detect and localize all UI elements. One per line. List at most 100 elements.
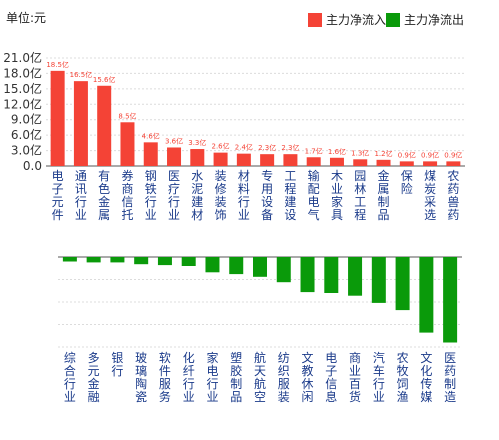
inflow-category-label-13-char-0: 园 bbox=[354, 169, 366, 183]
inflow-category-label-6-char-0: 水 bbox=[191, 169, 203, 183]
outflow-category-label-15-char-2: 传 bbox=[420, 376, 432, 391]
inflow-category-label-15-char-1: 险 bbox=[401, 181, 413, 196]
inflow-bar-15 bbox=[399, 161, 414, 166]
inflow-category-label-0-char-2: 元 bbox=[52, 195, 64, 209]
inflow-data-label-2: 15.6亿 bbox=[93, 75, 116, 84]
outflow-category-label-14-char-1: 牧 bbox=[397, 364, 409, 378]
inflow-category-label-17-char-2: 兽 bbox=[447, 195, 459, 209]
inflow-category-label-17-char-1: 药 bbox=[447, 182, 459, 196]
outflow-category-label-0-char-1: 合 bbox=[64, 363, 76, 378]
inflow-data-label-10: 2.3亿 bbox=[281, 143, 299, 152]
outflow-category-label-6-char-1: 电 bbox=[206, 364, 218, 378]
outflow-category-label-14-char-2: 饲 bbox=[397, 377, 409, 391]
inflow-category-label-0-char-3: 件 bbox=[52, 208, 64, 222]
outflow-bar-10 bbox=[300, 257, 315, 293]
outflow-category-label-9-char-3: 装 bbox=[278, 390, 290, 404]
inflow-data-label-11: 1.7亿 bbox=[305, 146, 323, 155]
inflow-category-label-3-char-1: 商 bbox=[121, 181, 133, 196]
inflow-data-label-17: 0.9亿 bbox=[444, 150, 462, 159]
inflow-category-label-7-char-3: 饰 bbox=[215, 208, 227, 222]
outflow-bar-13 bbox=[371, 257, 386, 303]
legend-item-inflow[interactable]: 主力净流入 bbox=[308, 11, 386, 28]
outflow-bar-9 bbox=[276, 257, 291, 283]
outflow-category-label-10-char-3: 闲 bbox=[302, 390, 314, 404]
inflow-category-label-2-char-2: 金 bbox=[98, 194, 110, 209]
inflow-category-label-8-char-0: 材 bbox=[238, 169, 250, 183]
inflow-data-label-1: 16.5亿 bbox=[70, 70, 93, 79]
legend-item-outflow[interactable]: 主力净流出 bbox=[386, 11, 464, 28]
outflow-category-label-0-char-3: 业 bbox=[64, 390, 76, 404]
inflow-category-label-9-char-0: 专 bbox=[261, 168, 273, 183]
inflow-category-label-17-char-3: 药 bbox=[447, 208, 459, 222]
inflow-category-label-9-char-2: 设 bbox=[261, 195, 273, 209]
inflow-category-label-10-char-1: 程 bbox=[284, 181, 296, 196]
outflow-category-label-7-char-0: 塑 bbox=[230, 350, 242, 365]
inflow-category-label-13-char-3: 程 bbox=[354, 207, 366, 222]
inflow-category-label-15-char-0: 保 bbox=[401, 169, 413, 183]
outflow-category-label-1-char-1: 元 bbox=[88, 364, 100, 378]
inflow-category-label-16-char-3: 选 bbox=[424, 208, 436, 222]
inflow-data-label-4: 4.6亿 bbox=[142, 131, 160, 140]
outflow-category-label-13-char-3: 业 bbox=[373, 390, 385, 404]
inflow-category-label-12-char-1: 业 bbox=[331, 182, 343, 196]
outflow-bar-2 bbox=[110, 257, 125, 263]
inflow-category-label-4-char-0: 钢 bbox=[145, 169, 157, 183]
y-tick-label-0: 0.0 bbox=[23, 159, 42, 173]
inflow-category-label-14-char-2: 制 bbox=[378, 195, 390, 209]
inflow-bar-7 bbox=[213, 152, 228, 166]
outflow-category-label-5-char-2: 行 bbox=[183, 377, 195, 391]
outflow-bar-12 bbox=[348, 257, 363, 296]
outflow-category-label-5-char-3: 业 bbox=[183, 390, 195, 404]
outflow-bar-15 bbox=[419, 257, 434, 333]
outflow-bar-8 bbox=[253, 257, 267, 277]
outflow-category-label-14-char-0: 农 bbox=[397, 351, 409, 365]
inflow-category-label-7-char-0: 装 bbox=[215, 169, 227, 183]
inflow-category-label-1-char-1: 讯 bbox=[75, 182, 87, 196]
outflow-category-label-1-char-0: 多 bbox=[88, 351, 100, 365]
outflow-bar-16 bbox=[443, 257, 458, 343]
outflow-bar-5 bbox=[181, 257, 196, 266]
outflow-category-label-8-char-1: 天 bbox=[254, 364, 266, 378]
outflow-category-label-3-char-0: 玻 bbox=[135, 351, 147, 365]
inflow-bar-3 bbox=[120, 122, 135, 166]
inflow-category-label-5-char-2: 行 bbox=[168, 195, 180, 209]
outflow-category-label-13-char-0: 汽 bbox=[373, 350, 385, 365]
outflow-category-label-5-char-1: 纤 bbox=[183, 364, 195, 378]
inflow-category-label-17-char-0: 农 bbox=[447, 169, 459, 183]
inflow-category-label-11-char-2: 电 bbox=[308, 195, 320, 209]
outflow-category-label-8-char-0: 航 bbox=[254, 350, 266, 365]
outflow-category-label-16-char-3: 造 bbox=[444, 390, 456, 404]
outflow-bar-3 bbox=[134, 257, 149, 265]
legend-swatch-outflow bbox=[386, 12, 400, 27]
inflow-category-label-7-char-1: 修 bbox=[215, 181, 227, 196]
inflow-category-label-4-char-1: 铁 bbox=[145, 182, 157, 196]
inflow-bar-8 bbox=[236, 153, 251, 166]
inflow-bar-0 bbox=[50, 70, 65, 166]
inflow-category-label-7-char-2: 装 bbox=[215, 195, 227, 209]
inflow-category-label-2-char-0: 有 bbox=[98, 169, 110, 183]
outflow-category-label-13-char-1: 车 bbox=[373, 363, 385, 378]
inflow-category-label-6-char-3: 材 bbox=[191, 208, 203, 222]
outflow-category-label-14-char-3: 渔 bbox=[397, 390, 409, 404]
outflow-category-label-8-char-3: 空 bbox=[254, 390, 266, 404]
outflow-category-label-10-char-1: 教 bbox=[302, 363, 314, 378]
outflow-bar-4 bbox=[157, 257, 172, 266]
inflow-bar-9 bbox=[260, 154, 275, 166]
inflow-category-label-14-char-0: 金 bbox=[378, 168, 390, 183]
inflow-data-label-12: 1.6亿 bbox=[328, 147, 346, 156]
inflow-category-label-13-char-1: 林 bbox=[354, 182, 366, 196]
inflow-data-label-7: 2.6亿 bbox=[212, 142, 230, 151]
inflow-category-label-11-char-3: 气 bbox=[308, 207, 320, 222]
inflow-category-label-12-char-0: 木 bbox=[331, 169, 343, 183]
outflow-category-label-1-char-3: 融 bbox=[88, 390, 100, 404]
inflow-data-label-5: 3.6亿 bbox=[165, 136, 183, 145]
y-tick-label-4: 12.0亿 bbox=[3, 96, 42, 111]
outflow-category-label-6-char-0: 家 bbox=[206, 350, 218, 365]
outflow-category-label-11-char-2: 信 bbox=[325, 377, 337, 391]
inflow-category-label-3-char-3: 托 bbox=[121, 208, 133, 222]
inflow-category-label-16-char-1: 炭 bbox=[424, 182, 436, 196]
inflow-category-label-11-char-1: 配 bbox=[308, 182, 320, 196]
inflow-category-label-0-char-1: 子 bbox=[52, 182, 64, 196]
